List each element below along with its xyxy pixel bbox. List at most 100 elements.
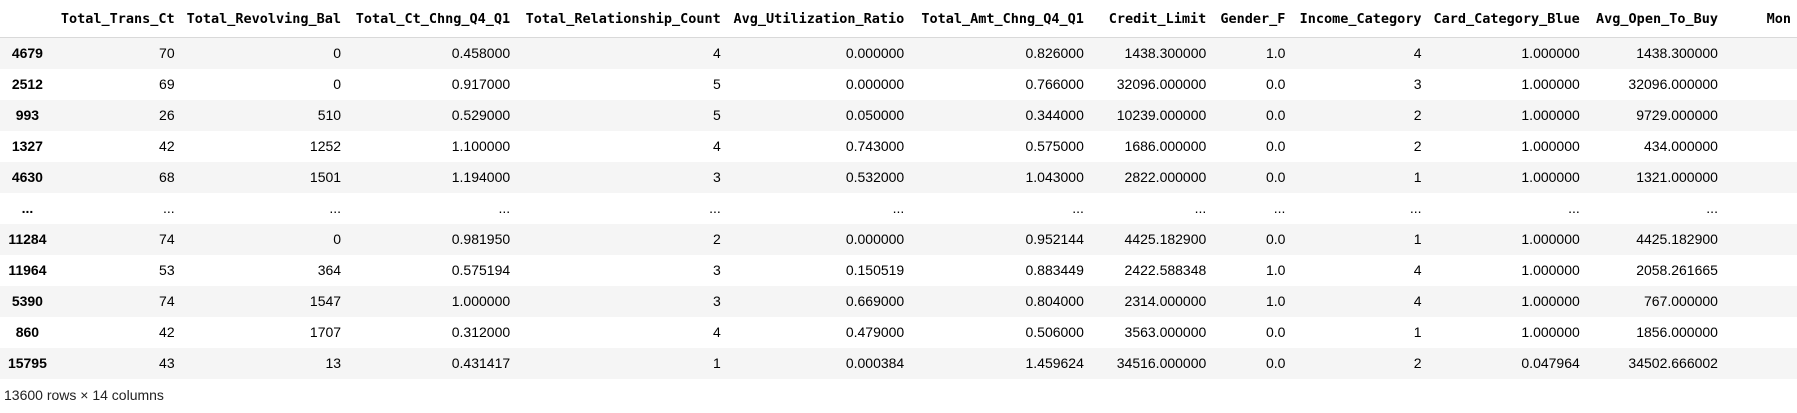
table-cell <box>1724 38 1797 69</box>
table-cell: 10239.000000 <box>1116 107 1207 123</box>
row-index-label: 2512 <box>11 76 43 92</box>
table-cell: 0.743000 <box>845 138 905 154</box>
table-cell: 1707 <box>309 324 342 340</box>
table-cell: 0.669000 <box>845 293 905 309</box>
table-cell: 0.479000 <box>845 324 905 340</box>
table-cell: 1.043000 <box>1025 169 1084 185</box>
table-cell: 434.000000 <box>1644 138 1718 154</box>
table-row: 11284 74 0 0.981950 2 0.000000 0.952144 4425.18… <box>0 223 1797 255</box>
table-cell: 1.000000 <box>1521 45 1580 62</box>
table-cell: 0 <box>333 45 342 62</box>
table-cell: 0.0 <box>1265 138 1286 154</box>
table-cell: ... <box>1072 200 1084 216</box>
table-cell: 1.000000 <box>1521 107 1580 123</box>
table-cell: 0.000000 <box>845 76 905 92</box>
column-header: Total_Revolving_Bal <box>180 0 348 38</box>
table-row: 4679 70 0 0.458000 4 0.000000 0.826000 1438.300… <box>0 37 1797 69</box>
table-cell: 4 <box>1413 45 1422 62</box>
table-cell: 74 <box>159 231 175 247</box>
row-index-label: 993 <box>15 107 40 123</box>
table-cell: 1.000000 <box>1521 169 1580 185</box>
table-cell <box>1724 193 1797 224</box>
table-row: .................................... <box>0 192 1797 224</box>
table-cell: 4425.182900 <box>1124 231 1207 247</box>
table-cell: 32096.000000 <box>1628 76 1718 92</box>
column-header: Credit_Limit <box>1089 0 1213 38</box>
table-cell: 3 <box>712 169 721 185</box>
row-index-label: 860 <box>15 324 40 340</box>
table-cell: ... <box>709 200 721 216</box>
table-cell: 0.047964 <box>1521 355 1580 371</box>
column-header: Income_Category <box>1291 0 1428 38</box>
table-cell: 42 <box>159 138 175 154</box>
row-index-label: 15795 <box>7 355 47 371</box>
column-header: Avg_Utilization_Ratio <box>726 0 911 38</box>
table-cell: 0.0 <box>1265 231 1286 247</box>
table-cell: 1.459624 <box>1025 355 1084 371</box>
table-cell: ... <box>498 200 511 216</box>
table-row: 2512 69 0 0.917000 5 0.000000 0.766000 32096.00… <box>0 68 1797 100</box>
table-row: 11964 53 364 0.575194 3 0.150519 0.883449 2422.… <box>0 254 1797 286</box>
column-header: Total_Trans_Ct <box>54 0 181 38</box>
table-cell: 0.000384 <box>845 355 905 371</box>
dataframe-table: Total_Trans_Ct Total_Revolving_Bal Total_C… <box>0 0 1797 379</box>
table-cell: 1856.000000 <box>1636 324 1718 340</box>
table-cell: 3 <box>1413 76 1422 92</box>
table-cell: 2822.000000 <box>1124 169 1207 185</box>
table-cell: 53 <box>159 262 175 278</box>
table-cell: ... <box>1706 200 1718 216</box>
table-cell: 0.917000 <box>451 76 511 92</box>
table-cell: 74 <box>159 293 175 309</box>
table-cell: 2 <box>712 231 721 247</box>
table-cell: ... <box>1409 200 1422 216</box>
table-cell: 0.431417 <box>451 355 511 371</box>
table-cell: ... <box>162 200 175 216</box>
table-cell: ... <box>1273 200 1286 216</box>
column-header: Mon <box>1723 0 1797 38</box>
table-cell <box>1724 224 1797 255</box>
table-cell: ... <box>1568 200 1580 216</box>
table-cell: 2314.000000 <box>1124 293 1207 309</box>
table-cell <box>1724 286 1797 317</box>
table-cell <box>1724 317 1797 348</box>
table-cell: 5 <box>712 76 721 92</box>
table-cell: 4 <box>712 324 721 340</box>
table-cell: 1.000000 <box>1521 231 1580 247</box>
row-index-label: 1327 <box>11 138 43 154</box>
table-cell: 0.506000 <box>1025 324 1084 340</box>
table-cell: 0.0 <box>1265 107 1286 123</box>
row-index-label: 11964 <box>8 262 47 278</box>
row-index-label: ... <box>21 200 34 216</box>
table-row: 4630 68 1501 1.194000 3 0.532000 1.043000 2822.… <box>0 161 1797 193</box>
table-cell: 0.883449 <box>1025 262 1084 278</box>
table-row: 993 26 510 0.529000 5 0.050000 0.344000 10239.0… <box>0 99 1797 131</box>
table-cell: 0.344000 <box>1025 107 1084 123</box>
table-cell: 32096.000000 <box>1116 76 1207 92</box>
table-cell: 1 <box>712 355 721 371</box>
table-cell: 4 <box>712 45 721 62</box>
table-cell: 0.0 <box>1265 76 1286 92</box>
table-cell: 4 <box>1413 293 1422 309</box>
table-cell: 43 <box>159 355 175 371</box>
table-cell <box>1724 131 1797 162</box>
table-cell: 0.575194 <box>451 262 511 278</box>
table-cell: 4 <box>1413 262 1422 278</box>
table-body: 4679 70 0 0.458000 4 0.000000 0.826000 1438.300… <box>0 37 1797 379</box>
table-row: 5390 74 1547 1.000000 3 0.669000 0.804000 2314.… <box>0 285 1797 317</box>
table-cell: 0.0 <box>1265 169 1286 185</box>
table-cell: 26 <box>159 107 175 123</box>
table-cell: 0.0 <box>1265 324 1286 340</box>
table-cell: 1 <box>1413 324 1422 340</box>
table-cell: 1.194000 <box>451 169 511 185</box>
table-cell: 0.952144 <box>1025 231 1084 247</box>
table-cell: 1 <box>1413 169 1422 185</box>
table-cell: ... <box>329 200 342 216</box>
row-index-label: 4630 <box>11 169 43 185</box>
table-cell: 0.532000 <box>845 169 905 185</box>
table-cell: 1.000000 <box>1521 138 1580 154</box>
table-cell <box>1724 255 1797 286</box>
table-cell: 1 <box>1413 231 1422 247</box>
table-cell: 0.529000 <box>451 107 511 123</box>
table-cell: 510 <box>317 107 342 123</box>
